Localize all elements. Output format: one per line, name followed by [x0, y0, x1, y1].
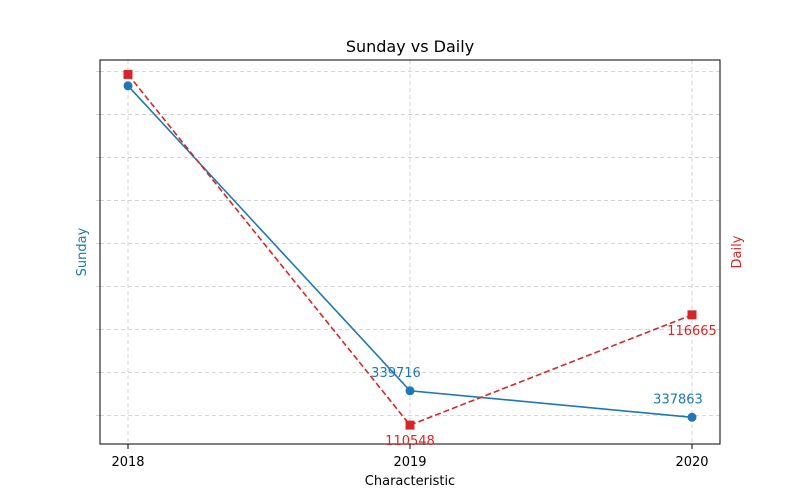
data-point: [123, 81, 133, 91]
data-point: [123, 69, 133, 79]
data-label: 339716: [371, 366, 421, 381]
x-tick-label: 2018: [111, 455, 144, 470]
grid: [96, 60, 720, 444]
y-axis-left-label: Sunday: [75, 227, 90, 276]
series-layer: 339716 337863 110548 116665: [123, 69, 717, 449]
series-daily: 110548 116665: [123, 69, 717, 449]
x-axis-label: Characteristic: [365, 474, 455, 489]
data-point: [405, 386, 415, 396]
data-label: 337863: [653, 392, 703, 407]
chart-title: Sunday vs Daily: [346, 37, 474, 56]
data-point: [405, 420, 415, 430]
y-axis-right-label: Daily: [730, 235, 745, 268]
x-axis: 2018 2019 2020: [111, 444, 709, 470]
data-point: [687, 310, 697, 320]
data-label: 116665: [667, 324, 717, 339]
data-label: 110548: [385, 434, 435, 449]
x-tick-label: 2019: [393, 455, 426, 470]
data-point: [687, 412, 697, 422]
series-sunday: 339716 337863: [123, 81, 703, 422]
x-tick-label: 2020: [675, 455, 708, 470]
